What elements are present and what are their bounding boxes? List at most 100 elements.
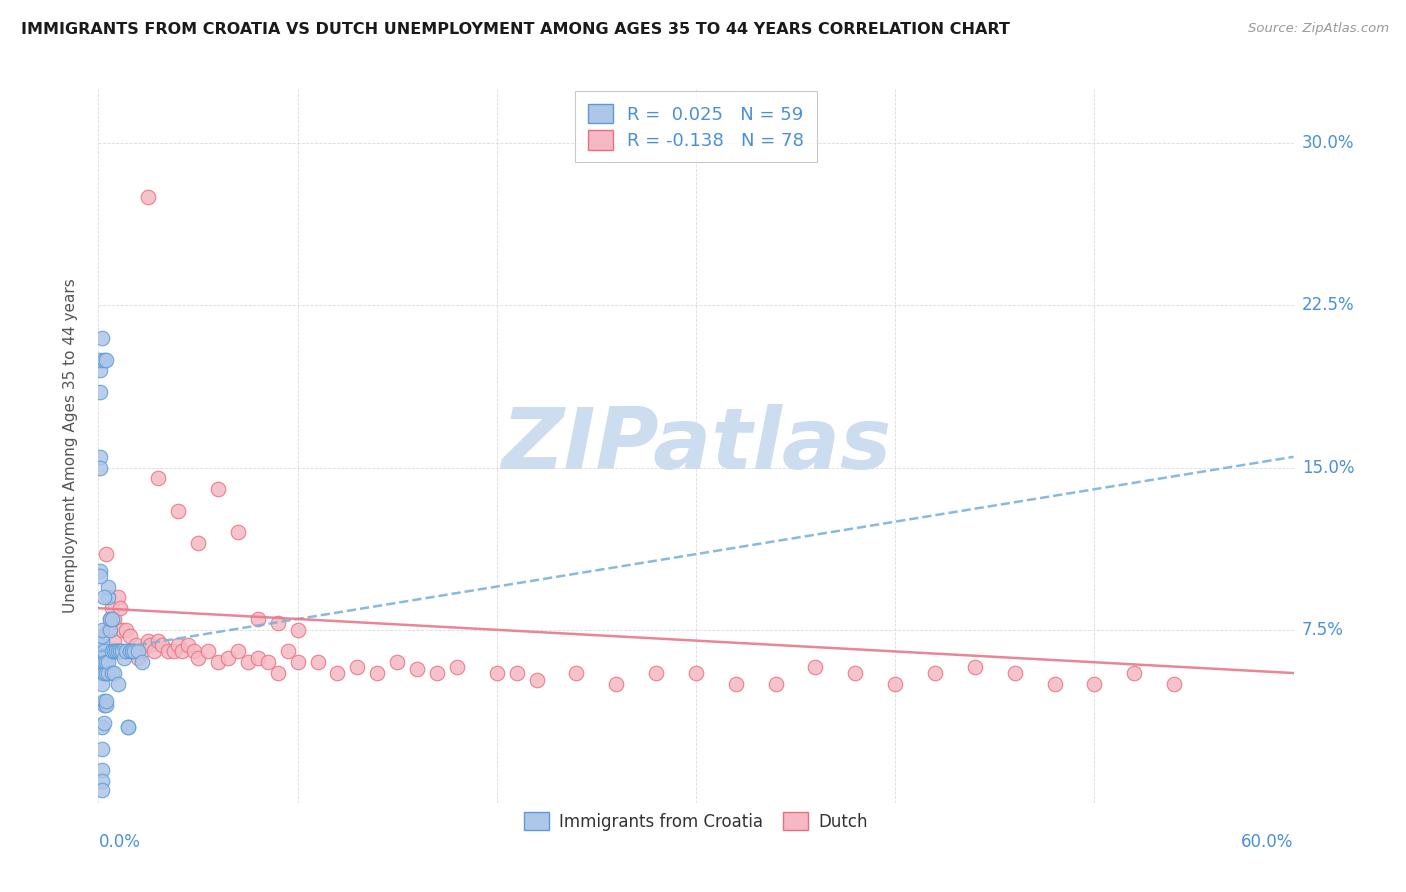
Point [172, 644, 194, 658]
Point [117, 720, 139, 734]
Point [101, 644, 124, 658]
Point [924, 666, 946, 681]
Point [385, 655, 409, 669]
Point [98, 612, 122, 626]
Point [143, 644, 166, 658]
Point [103, 644, 125, 658]
Point [131, 655, 153, 669]
Point [107, 644, 129, 658]
Point [139, 638, 162, 652]
Point [103, 612, 125, 626]
Point [127, 651, 149, 665]
Point [91, 623, 114, 637]
Point [105, 644, 128, 658]
Point [197, 644, 219, 658]
Point [167, 504, 190, 518]
Point [804, 659, 827, 673]
Point [91, 633, 114, 648]
Point [91, 774, 114, 789]
Point [91, 764, 114, 778]
Text: 60.0%: 60.0% [1241, 833, 1294, 851]
Point [167, 638, 190, 652]
Point [136, 190, 159, 204]
Point [157, 644, 180, 658]
Point [107, 644, 129, 658]
Point [91, 677, 114, 691]
Point [326, 666, 349, 681]
Point [89, 568, 111, 582]
Point [89, 363, 111, 377]
Point [97, 623, 120, 637]
Point [366, 666, 388, 681]
Point [89, 460, 111, 475]
Point [526, 673, 548, 687]
Point [124, 644, 146, 658]
Point [115, 644, 138, 658]
Point [91, 666, 114, 681]
Point [1123, 666, 1146, 681]
Text: 15.0%: 15.0% [1302, 458, 1354, 476]
Point [97, 591, 120, 605]
Point [724, 677, 747, 691]
Point [101, 601, 124, 615]
Point [111, 623, 134, 637]
Point [107, 591, 129, 605]
Legend: Immigrants from Croatia, Dutch: Immigrants from Croatia, Dutch [517, 805, 875, 838]
Point [117, 720, 139, 734]
Point [765, 677, 787, 691]
Point [1004, 666, 1026, 681]
Point [91, 638, 114, 652]
Point [685, 666, 707, 681]
Point [96, 655, 118, 669]
Point [89, 352, 111, 367]
Point [187, 651, 209, 665]
Point [207, 655, 229, 669]
Y-axis label: Unemployment Among Ages 35 to 44 years: Unemployment Among Ages 35 to 44 years [63, 278, 77, 614]
Point [89, 565, 111, 579]
Point [226, 525, 249, 540]
Point [346, 659, 368, 673]
Point [127, 644, 149, 658]
Point [110, 601, 132, 615]
Point [117, 644, 139, 658]
Point [96, 547, 118, 561]
Text: Source: ZipAtlas.com: Source: ZipAtlas.com [1249, 22, 1389, 36]
Point [101, 666, 124, 681]
Point [89, 384, 111, 399]
Point [93, 694, 115, 708]
Point [136, 633, 159, 648]
Point [103, 633, 125, 648]
Text: IMMIGRANTS FROM CROATIA VS DUTCH UNEMPLOYMENT AMONG AGES 35 TO 44 YEARS CORRELAT: IMMIGRANTS FROM CROATIA VS DUTCH UNEMPLO… [21, 22, 1010, 37]
Point [105, 644, 128, 658]
Text: ZIPatlas: ZIPatlas [501, 404, 891, 488]
Point [110, 644, 132, 658]
Point [93, 655, 115, 669]
Point [111, 644, 134, 658]
Point [91, 782, 114, 797]
Point [115, 623, 138, 637]
Point [93, 715, 115, 730]
Point [406, 662, 429, 676]
Point [148, 633, 170, 648]
Point [91, 644, 114, 658]
Point [93, 666, 115, 681]
Point [1043, 677, 1066, 691]
Text: 7.5%: 7.5% [1302, 621, 1344, 639]
Point [91, 331, 114, 345]
Point [91, 655, 114, 669]
Point [246, 651, 269, 665]
Point [98, 623, 122, 637]
Point [148, 471, 170, 485]
Point [120, 644, 142, 658]
Point [287, 623, 309, 637]
Point [91, 720, 114, 734]
Point [96, 694, 118, 708]
Point [125, 638, 148, 652]
Point [107, 677, 129, 691]
Point [446, 659, 468, 673]
Point [93, 698, 115, 713]
Point [844, 666, 866, 681]
Point [183, 644, 205, 658]
Point [506, 666, 529, 681]
Point [884, 677, 907, 691]
